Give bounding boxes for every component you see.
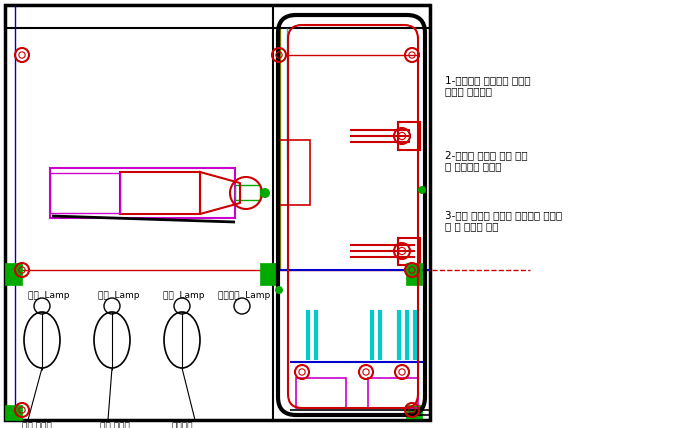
Circle shape [260, 188, 270, 198]
Bar [398, 122, 420, 150]
Bar [5, 263, 22, 278]
Bar [5, 405, 22, 420]
Bar [406, 405, 422, 420]
Bar [260, 263, 276, 278]
Text: 작동  Lamp: 작동 Lamp [98, 291, 139, 300]
Bar [50, 168, 235, 218]
Bar [296, 378, 346, 408]
Bar [368, 378, 418, 408]
Bar [260, 278, 276, 285]
Bar [235, 185, 260, 200]
Bar [5, 5, 430, 28]
Text: 비상정지: 비상정지 [172, 422, 194, 428]
Text: 1-전원키를 사용해서 열쇠가
있어야 전원공급: 1-전원키를 사용해서 열쇠가 있어야 전원공급 [445, 75, 530, 97]
Bar [5, 5, 430, 420]
Bar [278, 140, 310, 205]
Text: 작동 스위치: 작동 스위치 [100, 422, 130, 428]
Bar [406, 263, 422, 278]
Bar [50, 173, 120, 213]
Text: 전원 키박스: 전원 키박스 [22, 422, 52, 428]
Text: 비상알람  Lamp: 비상알람 Lamp [218, 291, 270, 300]
Text: 2-작동은 서랍이 닫혀 있어
야 모든동작 작동됨: 2-작동은 서랍이 닫혀 있어 야 모든동작 작동됨 [445, 150, 528, 172]
Circle shape [275, 286, 283, 294]
Text: 3-비상 정지시 전원은 공급되나 작동중
지 및 램프에 신호: 3-비상 정지시 전원은 공급되나 작동중 지 및 램프에 신호 [445, 210, 562, 232]
Circle shape [418, 186, 426, 194]
Text: 운전  Lamp: 운전 Lamp [163, 291, 204, 300]
Text: 전원  Lamp: 전원 Lamp [28, 291, 70, 300]
Bar [406, 278, 422, 285]
Bar [398, 238, 420, 265]
Bar [120, 172, 200, 214]
Bar [5, 278, 22, 285]
